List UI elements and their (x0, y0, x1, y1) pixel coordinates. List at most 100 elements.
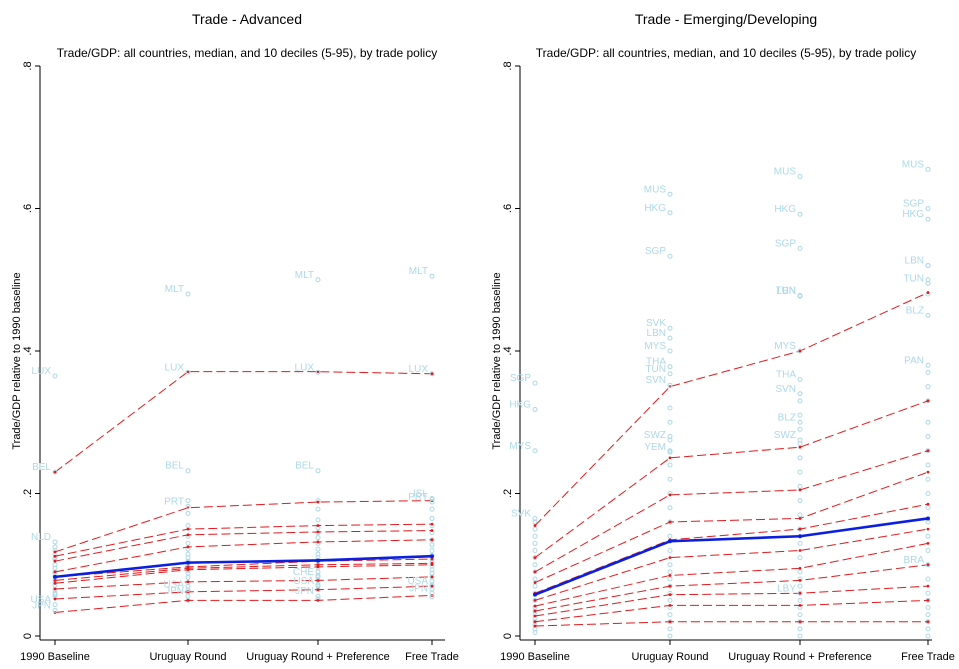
y-tick-label: .6 (22, 204, 34, 213)
country-label: MYS (509, 441, 531, 452)
x-tick-label: Uruguay Round + Preference (246, 651, 389, 663)
country-point (925, 362, 931, 368)
country-point (185, 503, 191, 509)
country-point (925, 462, 931, 468)
x-tick-label: Uruguay Round (631, 651, 708, 663)
decile-point (316, 588, 320, 592)
country-point (667, 633, 673, 639)
country-point (797, 391, 803, 397)
decile-point (668, 493, 672, 497)
decile-point (926, 470, 930, 474)
country-point (52, 469, 58, 475)
decile-line (54, 562, 433, 581)
y-tick-label: .4 (502, 346, 514, 355)
country-point (667, 371, 673, 377)
decile-point (798, 517, 802, 520)
decile-line (534, 621, 928, 627)
country-point (797, 498, 803, 504)
country-point (797, 348, 803, 354)
country-point (925, 216, 931, 222)
country-point (925, 206, 931, 211)
country-label: SGP (903, 199, 924, 210)
country-point (925, 605, 931, 610)
country-label: USA (163, 580, 184, 591)
y-tick-label: 0 (22, 633, 34, 639)
y-tick-label: .2 (22, 489, 34, 498)
country-label: THA (646, 357, 666, 368)
decile-point (533, 570, 537, 574)
decile-point (186, 580, 190, 584)
median-point (316, 558, 320, 563)
y-tick-label: .2 (502, 489, 514, 498)
country-point (532, 629, 538, 635)
country-point (667, 335, 673, 341)
country-point (797, 633, 803, 639)
decile-line (534, 471, 929, 584)
country-point (925, 505, 931, 511)
decile-point (533, 524, 537, 527)
country-point (797, 398, 803, 404)
country-label: HKG (644, 203, 666, 214)
country-point (532, 515, 538, 521)
country-point (52, 602, 58, 608)
y-axis-label: Trade/GDP relative to 1990 baseline (491, 272, 503, 449)
country-label: LUX (295, 362, 315, 373)
country-point (925, 369, 931, 375)
decile-point (926, 563, 930, 567)
decile-line (54, 564, 433, 584)
country-point (667, 597, 673, 603)
decile-point (926, 449, 930, 453)
country-point (185, 575, 191, 581)
country-point (532, 569, 538, 575)
decile-point (926, 502, 930, 506)
decile-point (186, 533, 190, 537)
country-point (532, 597, 538, 603)
country-point (532, 576, 538, 582)
decile-line (534, 292, 929, 526)
decile-point (53, 587, 57, 591)
decile-point (316, 540, 320, 544)
country-label: JPN (409, 583, 428, 594)
decile-line (54, 539, 433, 573)
country-point (667, 626, 673, 632)
country-point (185, 498, 191, 504)
country-point (532, 533, 538, 539)
decile-point (316, 500, 320, 504)
decile-point (316, 579, 320, 582)
median-line (534, 517, 929, 596)
decile-point (186, 598, 190, 602)
country-label: MLT (165, 284, 184, 295)
country-point (532, 448, 538, 454)
median-point (53, 574, 57, 579)
country-point (667, 382, 673, 388)
country-point (667, 325, 673, 331)
decile-line (534, 564, 929, 612)
decile-point (798, 566, 802, 570)
country-point (429, 495, 435, 501)
country-label: YEM (644, 442, 666, 453)
country-label: MUS (774, 166, 797, 177)
country-label: LUX (32, 366, 52, 377)
country-point (532, 548, 538, 553)
country-point (797, 512, 803, 518)
x-tick-label: Free Trade (405, 651, 459, 663)
decile-point (926, 598, 930, 602)
country-point (925, 448, 931, 454)
decile-point (186, 545, 190, 549)
country-point (667, 437, 673, 443)
country-label: SWZ (774, 430, 796, 441)
country-point (52, 592, 58, 598)
country-point (315, 277, 321, 283)
decile-point (668, 556, 672, 560)
country-label: PAN (904, 355, 924, 366)
country-point (667, 562, 673, 568)
decile-point (533, 614, 537, 618)
country-point (532, 583, 538, 589)
country-point (925, 419, 931, 425)
decile-point (316, 565, 320, 569)
y-tick-label: .4 (22, 346, 34, 355)
chart-subtitle: Trade/GDP: all countries, median, and 10… (57, 46, 437, 60)
country-point (925, 476, 931, 482)
country-point (797, 590, 803, 596)
